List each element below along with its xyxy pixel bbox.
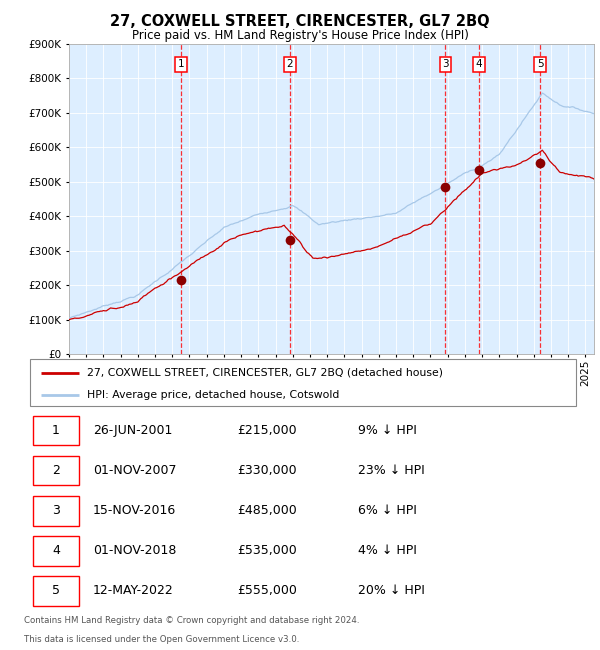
Text: 9% ↓ HPI: 9% ↓ HPI (358, 424, 416, 437)
Text: 27, COXWELL STREET, CIRENCESTER, GL7 2BQ: 27, COXWELL STREET, CIRENCESTER, GL7 2BQ (110, 14, 490, 29)
Text: £555,000: £555,000 (238, 584, 298, 597)
Text: 01-NOV-2018: 01-NOV-2018 (93, 545, 176, 558)
Text: 1: 1 (178, 59, 184, 70)
Text: £485,000: £485,000 (238, 504, 297, 517)
Text: 3: 3 (442, 59, 449, 70)
Text: 4% ↓ HPI: 4% ↓ HPI (358, 545, 416, 558)
Text: 01-NOV-2007: 01-NOV-2007 (93, 464, 176, 477)
FancyBboxPatch shape (33, 416, 79, 445)
Text: 1: 1 (52, 424, 60, 437)
FancyBboxPatch shape (30, 359, 576, 406)
Text: 4: 4 (52, 545, 60, 558)
Text: 3: 3 (52, 504, 60, 517)
Text: 5: 5 (537, 59, 544, 70)
Text: 12-MAY-2022: 12-MAY-2022 (93, 584, 173, 597)
Text: £535,000: £535,000 (238, 545, 297, 558)
Text: 2: 2 (52, 464, 60, 477)
Text: 5: 5 (52, 584, 60, 597)
FancyBboxPatch shape (33, 577, 79, 606)
Text: This data is licensed under the Open Government Licence v3.0.: This data is licensed under the Open Gov… (24, 634, 299, 644)
FancyBboxPatch shape (33, 536, 79, 566)
Text: 4: 4 (476, 59, 482, 70)
Text: £215,000: £215,000 (238, 424, 297, 437)
Text: 20% ↓ HPI: 20% ↓ HPI (358, 584, 424, 597)
FancyBboxPatch shape (33, 456, 79, 486)
Text: HPI: Average price, detached house, Cotswold: HPI: Average price, detached house, Cots… (88, 389, 340, 400)
Text: 2: 2 (287, 59, 293, 70)
Text: Price paid vs. HM Land Registry's House Price Index (HPI): Price paid vs. HM Land Registry's House … (131, 29, 469, 42)
Text: Contains HM Land Registry data © Crown copyright and database right 2024.: Contains HM Land Registry data © Crown c… (24, 616, 359, 625)
Text: 23% ↓ HPI: 23% ↓ HPI (358, 464, 424, 477)
Text: 26-JUN-2001: 26-JUN-2001 (93, 424, 172, 437)
FancyBboxPatch shape (33, 497, 79, 525)
Text: 6% ↓ HPI: 6% ↓ HPI (358, 504, 416, 517)
Text: 15-NOV-2016: 15-NOV-2016 (93, 504, 176, 517)
Text: 27, COXWELL STREET, CIRENCESTER, GL7 2BQ (detached house): 27, COXWELL STREET, CIRENCESTER, GL7 2BQ… (88, 367, 443, 378)
Text: £330,000: £330,000 (238, 464, 297, 477)
